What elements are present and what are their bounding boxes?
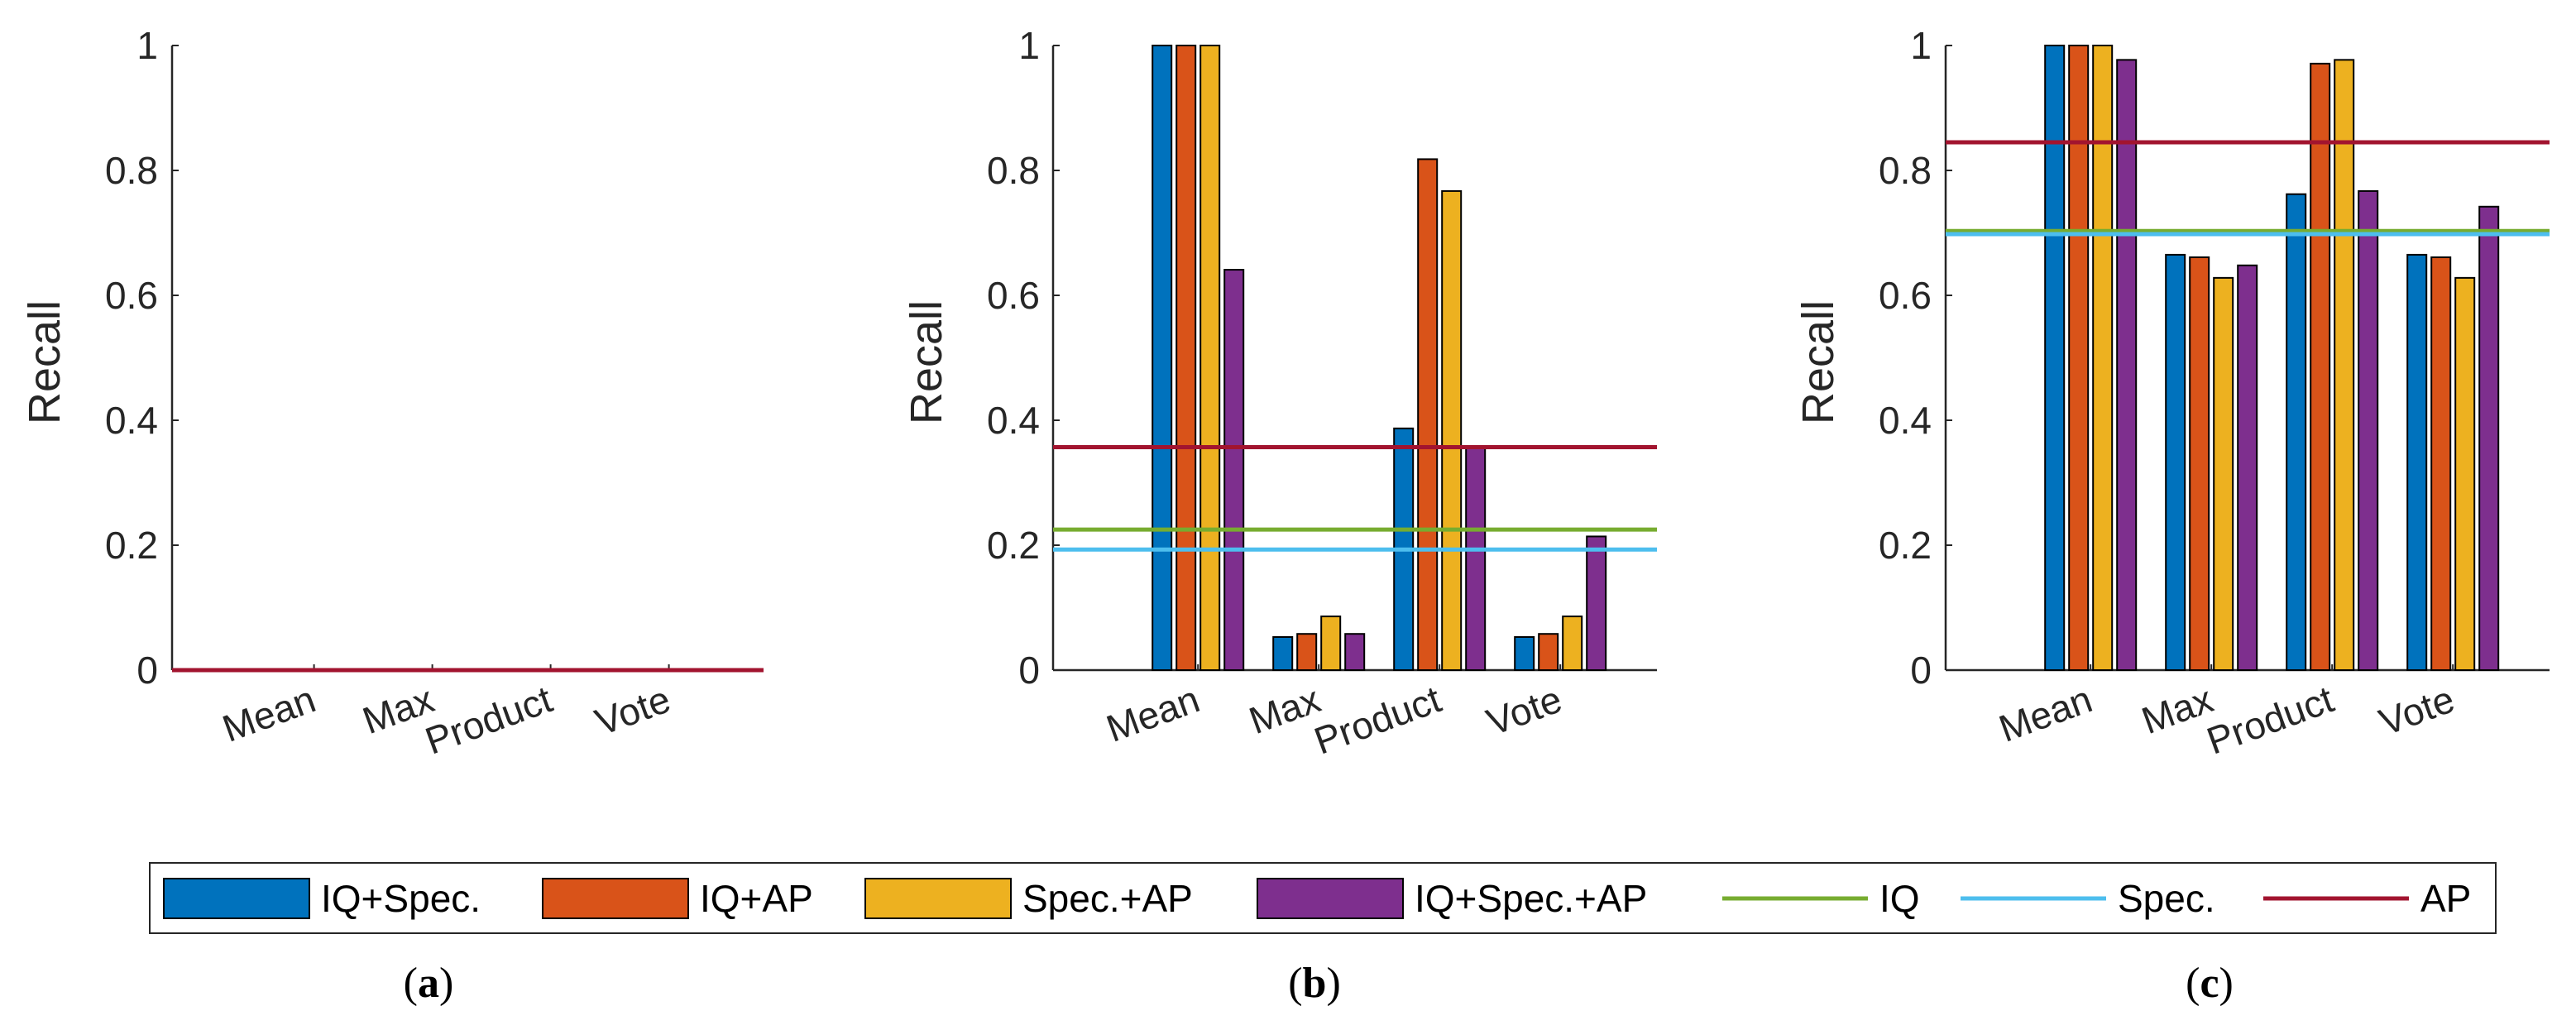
bar-c-product-1: [2286, 193, 2307, 671]
bar-b-vote-3: [1562, 616, 1583, 672]
bar-b-max-1: [1272, 635, 1294, 671]
caption-close: ): [2219, 960, 2234, 1007]
y-tick-label: 0.6: [987, 274, 1040, 317]
x-tick-label: Product: [2201, 677, 2339, 762]
bar-b-product-3: [1441, 189, 1463, 672]
y-axis-label: Recall: [902, 300, 951, 424]
bar-c-product-2: [2310, 62, 2331, 671]
legend-label: IQ+Spec.+AP: [1415, 877, 1647, 920]
bar-b-product-4: [1465, 447, 1487, 671]
legend-label: AP: [2420, 877, 2471, 920]
x-tick-label: Mean: [1101, 678, 1205, 750]
y-tick-label: 1: [1018, 24, 1040, 67]
x-tick-label: Mean: [217, 678, 321, 750]
bar-b-product-2: [1417, 158, 1439, 672]
y-tick-label: 1: [1910, 24, 1932, 67]
caption-close: ): [439, 960, 453, 1007]
legend-item-iqap: IQ+AP: [542, 877, 813, 920]
y-axis-label: Recall: [20, 300, 69, 424]
bar-b-max-2: [1296, 633, 1318, 672]
y-tick-label: 0.6: [1879, 274, 1932, 317]
bar-c-vote-1: [2406, 253, 2428, 671]
bar-b-mean-3: [1199, 45, 1221, 671]
bar-b-vote-1: [1514, 635, 1535, 671]
y-tick-label: 0.4: [1879, 399, 1932, 442]
panel-caption: (c): [2186, 960, 2234, 1007]
y-tick-label: 0.2: [987, 524, 1040, 567]
bar-c-product-3: [2334, 59, 2355, 672]
legend-item-spec: Spec.: [1961, 877, 2215, 920]
bar-c-max-2: [2189, 256, 2210, 671]
y-tick-label: 1: [136, 24, 158, 67]
y-tick-label: 0.8: [105, 149, 158, 192]
y-tick-label: 0.4: [987, 399, 1040, 442]
panel-caption: (a): [404, 960, 454, 1007]
bar-c-vote-3: [2454, 276, 2476, 671]
bar-b-mean-4: [1223, 269, 1245, 671]
x-tick-label: Product: [1309, 677, 1447, 762]
bar-c-mean-4: [2116, 59, 2138, 672]
y-tick-label: 0.2: [1879, 524, 1932, 567]
legend-swatch: [163, 878, 310, 919]
legend-item-ap: AP: [2263, 877, 2471, 920]
x-tick-label: Product: [419, 677, 558, 762]
bar-c-max-4: [2237, 264, 2258, 671]
legend-label: IQ+Spec.: [321, 877, 481, 920]
legend-item-iq: IQ: [1722, 877, 1920, 920]
bar-c-mean-1: [2044, 45, 2066, 671]
caption-close: ): [1326, 960, 1340, 1007]
panel-caption: (b): [1288, 960, 1341, 1007]
bar-b-mean-2: [1175, 45, 1197, 671]
bar-b-max-4: [1344, 633, 1366, 672]
y-tick-label: 0.2: [105, 524, 158, 567]
legend-item-iqspecap: IQ+Spec.+AP: [1257, 877, 1647, 920]
bar-b-vote-4: [1586, 535, 1607, 671]
x-tick-label: Vote: [1481, 678, 1567, 744]
legend-label: Spec.: [2118, 877, 2215, 920]
bar-b-mean-1: [1152, 45, 1173, 671]
x-tick-label: Mean: [1994, 678, 2098, 750]
bar-c-product-4: [2358, 189, 2379, 672]
bar-b-vote-2: [1538, 633, 1559, 672]
x-tick-label: Vote: [2373, 678, 2459, 744]
legend-swatch: [542, 878, 689, 919]
caption-letter: a: [418, 960, 439, 1007]
caption-letter: b: [1303, 960, 1327, 1007]
y-tick-label: 0: [1910, 649, 1932, 692]
x-tick-label: Vote: [590, 678, 676, 744]
legend-item-specap: Spec.+AP: [864, 877, 1193, 920]
legend-label: IQ+AP: [700, 877, 813, 920]
caption-open: (: [2186, 960, 2200, 1007]
y-tick-label: 0.4: [105, 399, 158, 442]
caption-open: (: [404, 960, 418, 1007]
y-tick-label: 0.8: [987, 149, 1040, 192]
y-tick-label: 0: [1018, 649, 1040, 692]
bar-c-max-3: [2213, 276, 2234, 671]
legend-swatch: [1257, 878, 1404, 919]
bar-c-vote-2: [2430, 256, 2452, 671]
legend-label: Spec.+AP: [1022, 877, 1193, 920]
bar-c-mean-2: [2068, 45, 2090, 671]
y-axis-label: Recall: [1793, 300, 1843, 424]
legend-item-iqspec: IQ+Spec.: [163, 877, 481, 920]
caption-letter: c: [2200, 960, 2219, 1007]
legend-label: IQ: [1879, 877, 1920, 920]
y-tick-label: 0: [136, 649, 158, 692]
bar-b-max-3: [1320, 616, 1342, 672]
bar-c-max-1: [2165, 253, 2186, 671]
bar-c-vote-4: [2478, 205, 2500, 672]
y-tick-label: 0.8: [1879, 149, 1932, 192]
legend-swatch: [864, 878, 1012, 919]
bar-c-mean-3: [2092, 45, 2114, 671]
y-tick-label: 0.6: [105, 274, 158, 317]
legend: IQ+Spec. IQ+AP Spec.+AP IQ+Spec.+AP IQ Spec. A…: [149, 862, 2497, 934]
caption-open: (: [1288, 960, 1302, 1007]
